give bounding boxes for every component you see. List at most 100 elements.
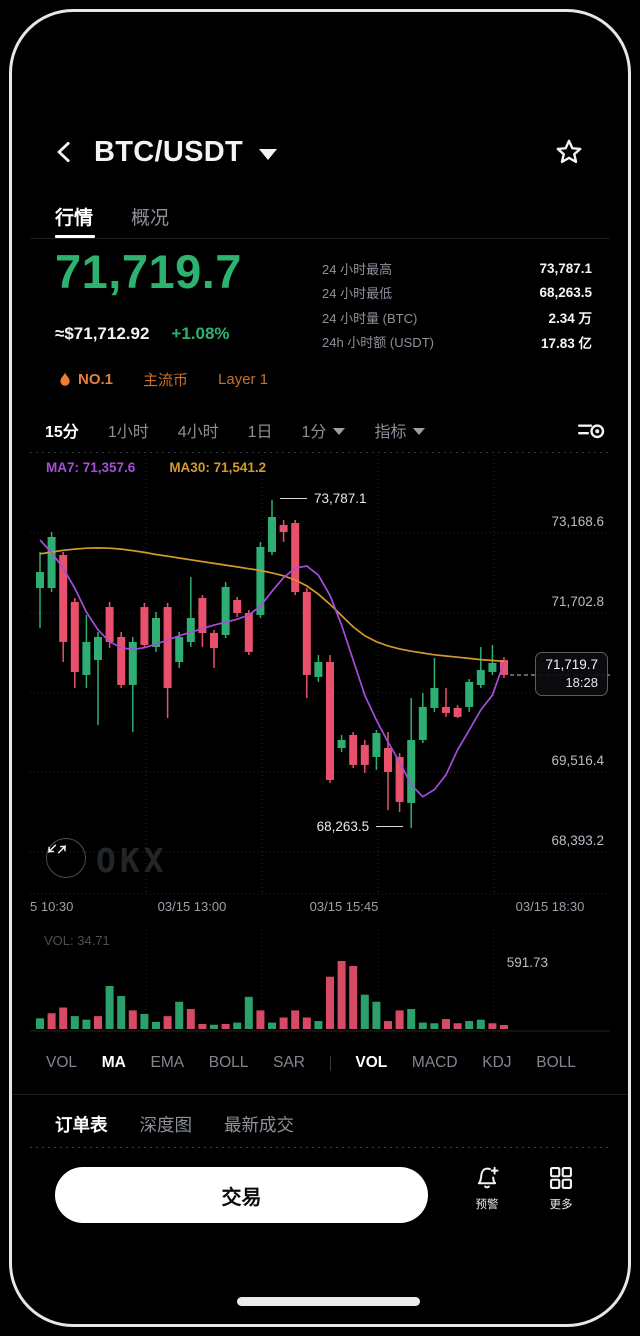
candle <box>59 554 68 642</box>
volume-canvas <box>30 925 610 1032</box>
volume-bar <box>430 1023 439 1029</box>
indicator-tab-ma[interactable]: MA <box>101 1054 126 1071</box>
volume-bar <box>268 1022 276 1029</box>
timeframe-指标[interactable]: 指标 <box>374 418 426 442</box>
top-tabs: 行情 概况 <box>55 194 169 238</box>
volume-bar <box>82 1019 91 1029</box>
indicator-tab-sar[interactable]: SAR <box>273 1054 305 1071</box>
candle <box>268 516 276 552</box>
volume-bar <box>152 1021 160 1029</box>
candle <box>384 747 392 772</box>
stat-row: 24 小时最低 68,263.5 <box>322 281 592 306</box>
timeframe-4小时[interactable]: 4小时 <box>178 418 219 442</box>
annotation-dash <box>280 497 307 500</box>
timeframe-15分[interactable]: 15分 <box>45 418 79 442</box>
badges-row: NO.1 主流币 Layer 1 <box>58 364 268 394</box>
volume-bar <box>175 1001 184 1029</box>
indicator-tab-boll[interactable]: BOLL <box>208 1054 249 1071</box>
order-tab[interactable]: 最新成交 <box>224 1114 294 1135</box>
candle <box>152 617 160 647</box>
volume-bar <box>210 1024 218 1029</box>
volume-bar <box>476 1019 485 1029</box>
timeframe-1小时[interactable]: 1小时 <box>108 418 149 442</box>
candle <box>360 745 369 765</box>
candle <box>210 633 218 648</box>
divider <box>30 238 610 239</box>
favorite-button[interactable] <box>554 137 584 167</box>
home-indicator[interactable] <box>237 1297 420 1306</box>
badge-layer-1: Layer 1 <box>218 371 268 388</box>
order-tabs: 订单表 深度图 最新成交 <box>55 1102 294 1146</box>
divider <box>30 452 610 453</box>
indicator-settings-button[interactable] <box>576 415 606 445</box>
badge-label: NO.1 <box>78 370 114 388</box>
volume-bar <box>360 994 369 1029</box>
more-label: 更多 <box>549 1199 573 1211</box>
low-annotation: 68,263.5 <box>317 819 404 834</box>
indicator-tab-ema[interactable]: EMA <box>150 1054 185 1071</box>
star-icon <box>556 139 582 164</box>
candle <box>117 636 126 685</box>
candle <box>175 636 184 662</box>
volume-bar <box>314 1021 323 1029</box>
tab-overview[interactable]: 概况 <box>131 207 170 229</box>
tab-market[interactable]: 行情 <box>55 194 95 238</box>
timeframe-1日[interactable]: 1日 <box>248 418 273 442</box>
order-tab[interactable]: 深度图 <box>139 1114 193 1135</box>
indicator-tab-boll[interactable]: BOLL <box>536 1054 576 1071</box>
badge-label: 主流币 <box>143 371 189 389</box>
y-axis-label: 73,168.6 <box>551 514 604 529</box>
okx-watermark: OKX <box>96 841 168 880</box>
candle <box>500 659 508 675</box>
candlestick-chart[interactable]: MA7: 71,357.6 MA30: 71,541.2 73,787.1 68… <box>30 455 610 895</box>
timeframe-1分[interactable]: 1分 <box>302 418 346 442</box>
low-value: 68,263.5 <box>316 818 370 834</box>
indicator-tab-kdj[interactable]: KDJ <box>482 1054 512 1071</box>
stat-value: 17.83 亿 <box>540 335 592 351</box>
more-button[interactable]: 更多 <box>532 1164 590 1212</box>
volume-bar <box>302 1017 311 1029</box>
volume-bar <box>442 1019 450 1029</box>
trade-button[interactable]: 交易 <box>55 1167 428 1223</box>
ma7-legend: MA7: 71,357.6 <box>46 460 136 475</box>
order-tab[interactable]: 订单表 <box>55 1114 108 1135</box>
volume-bar <box>326 976 334 1029</box>
indicator-tab-macd[interactable]: MACD <box>411 1054 458 1071</box>
pair-selector[interactable]: BTC/USDT <box>94 136 277 169</box>
volume-bar <box>384 1021 392 1029</box>
x-axis-label: 5 10:30 <box>30 899 74 914</box>
stat-label: 24 小时量 (BTC) <box>322 310 418 326</box>
indicator-tab-vol[interactable]: VOL <box>46 1054 78 1071</box>
candle <box>395 757 404 802</box>
volume-bar <box>500 1025 508 1029</box>
candle <box>47 537 56 589</box>
volume-max-label: 591.73 <box>506 955 548 970</box>
annotation-dash <box>376 825 404 828</box>
volume-bar <box>407 1009 416 1029</box>
candle <box>198 597 207 634</box>
candle <box>291 522 300 592</box>
timeframe-label: 15分 <box>45 424 79 441</box>
ma30-line <box>39 547 505 663</box>
volume-bar <box>337 961 346 1029</box>
stat-label: 24 小时最高 <box>322 261 393 277</box>
candle <box>140 607 149 646</box>
alert-button[interactable]: 预警 <box>458 1164 516 1212</box>
chevron-down-icon <box>413 427 426 435</box>
high-value: 73,787.1 <box>314 491 367 506</box>
candle <box>442 706 450 713</box>
x-axis: 5 10:30 03/15 13:00 03/15 15:45 03/15 18:30 <box>30 895 610 921</box>
volume-bar <box>221 1023 230 1029</box>
badge-label: Layer 1 <box>218 370 269 388</box>
last-price-tag: 71,719.7 18:28 <box>535 651 608 696</box>
expand-chart-button[interactable] <box>46 838 86 878</box>
candle <box>326 661 334 780</box>
stat-row: 24 小时量 (BTC) 2.34 万 <box>322 305 592 330</box>
flame-icon <box>60 371 70 386</box>
stat-value: 73,787.1 <box>539 260 592 276</box>
timeframe-toolbar: 15分 1小时 4小时 1日 1分 指标 <box>45 408 610 452</box>
indicator-tab-vol[interactable]: VOL <box>355 1054 388 1071</box>
candle <box>372 733 381 758</box>
back-button[interactable] <box>52 139 78 165</box>
